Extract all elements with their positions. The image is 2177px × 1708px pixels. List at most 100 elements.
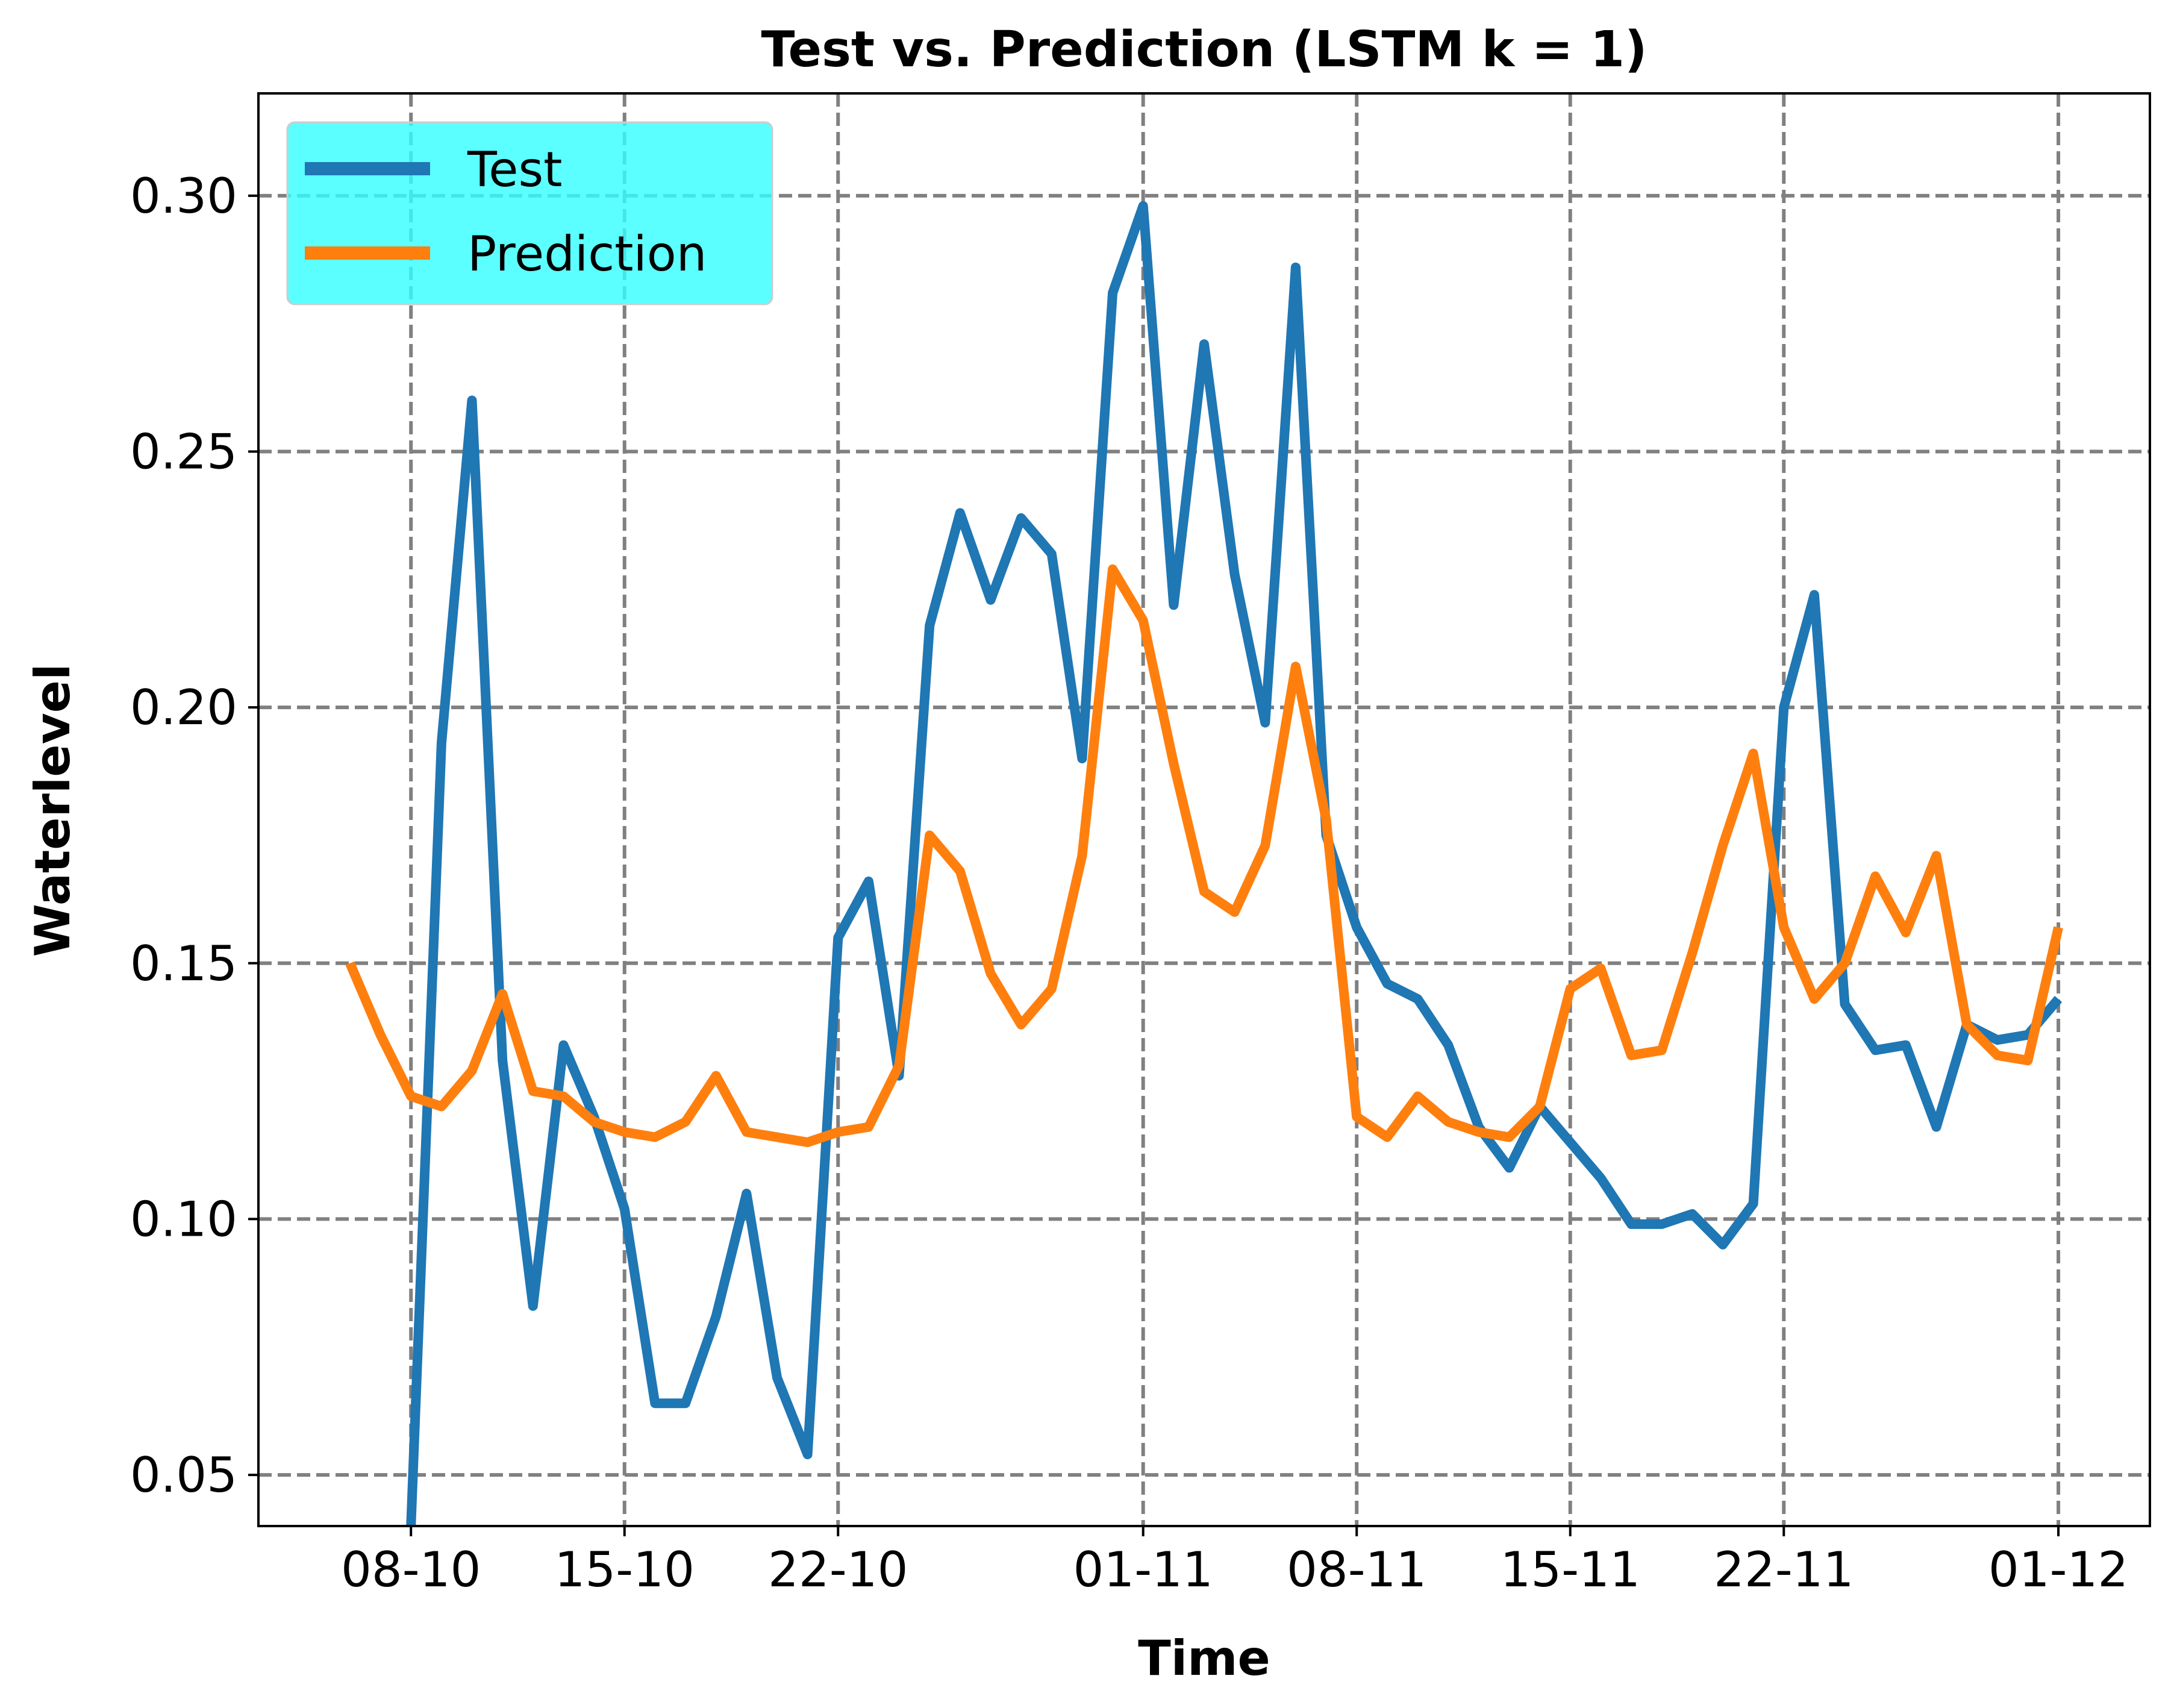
data-point-prediction [349, 963, 351, 964]
data-point-prediction [1051, 988, 1052, 989]
data-point-test [1783, 707, 1784, 708]
data-point-test [1417, 998, 1419, 999]
data-point-prediction [472, 1070, 473, 1071]
y-tick-label: 0.05 [130, 1447, 237, 1503]
data-point-prediction [1234, 912, 1235, 913]
data-point-prediction [2027, 1060, 2028, 1061]
data-point-prediction [533, 1090, 534, 1092]
data-point-test [441, 743, 442, 744]
data-point-test [1173, 604, 1174, 605]
data-point-prediction [1204, 891, 1205, 892]
data-point-prediction [1264, 845, 1266, 846]
data-point-prediction [1875, 875, 1876, 877]
data-point-prediction [1691, 953, 1693, 954]
data-point-prediction [624, 1131, 625, 1133]
data-point-prediction [1417, 1096, 1419, 1097]
data-point-test [1661, 1224, 1663, 1225]
data-point-prediction [1143, 620, 1144, 621]
data-point-test [654, 1403, 655, 1404]
data-point-test [502, 1060, 503, 1061]
data-point-prediction [380, 1034, 381, 1036]
y-axis-ticks: 0.05 0.10 0.15 0.20 0.25 0.30 [130, 168, 258, 1503]
data-point-prediction [685, 1121, 686, 1122]
data-point-prediction [837, 1131, 839, 1133]
x-tick-label: 22-11 [1714, 1542, 1854, 1598]
data-point-test [1508, 1168, 1510, 1169]
data-point-prediction [410, 1096, 411, 1097]
legend: Test Prediction [286, 121, 773, 305]
data-point-prediction [1539, 1106, 1540, 1107]
legend-label-test: Test [467, 142, 563, 198]
data-point-test [837, 937, 839, 938]
data-point-test [1387, 983, 1388, 984]
data-point-prediction [1997, 1055, 1998, 1056]
data-point-test [1722, 1244, 1723, 1245]
data-point-test [1570, 1142, 1571, 1143]
data-point-test [533, 1306, 534, 1307]
data-point-prediction [563, 1096, 564, 1097]
data-point-prediction [868, 1127, 869, 1128]
data-point-test [1143, 205, 1144, 207]
x-tick-label: 15-11 [1501, 1542, 1640, 1598]
data-point-prediction [1570, 988, 1571, 989]
data-point-prediction [2058, 927, 2059, 928]
data-point-prediction [1844, 963, 1846, 964]
plot-frame [257, 92, 2151, 1527]
x-tick-label: 22-10 [768, 1542, 908, 1598]
data-point-test [1234, 574, 1235, 575]
data-point-prediction [1508, 1137, 1510, 1138]
y-axis-title: Waterlevel [25, 664, 81, 957]
data-point-test [1691, 1213, 1693, 1215]
data-point-prediction [990, 973, 991, 974]
data-point-test [1844, 1004, 1846, 1005]
data-point-prediction [1814, 998, 1815, 999]
data-point-prediction [1783, 927, 1784, 928]
x-tick-label: 08-10 [341, 1542, 481, 1598]
y-tick-label: 0.30 [130, 168, 237, 224]
data-point-prediction [593, 1121, 595, 1122]
y-tick-label: 0.15 [130, 936, 237, 992]
data-point-prediction [654, 1137, 655, 1138]
data-point-test [1448, 1045, 1449, 1046]
data-point-test [1081, 758, 1082, 759]
data-point-prediction [1966, 1024, 1967, 1025]
series-line-test [406, 201, 2063, 1526]
data-point-prediction [1905, 932, 1907, 933]
data-point-test [929, 625, 930, 626]
y-tick-label: 0.10 [130, 1191, 237, 1247]
data-point-prediction [1387, 1137, 1388, 1138]
data-point-test [1814, 594, 1815, 595]
data-point-prediction [1478, 1131, 1479, 1133]
data-point-prediction [1448, 1121, 1449, 1122]
data-point-prediction [1753, 753, 1754, 754]
data-point-test [1631, 1224, 1632, 1225]
data-point-test [776, 1377, 778, 1378]
data-point-prediction [1173, 763, 1174, 765]
data-point-test [1051, 553, 1052, 554]
data-point-prediction [899, 1065, 900, 1066]
legend-label-prediction: Prediction [467, 226, 707, 282]
data-point-test [685, 1403, 686, 1404]
data-point-prediction [746, 1131, 747, 1133]
data-point-test [807, 1454, 808, 1455]
data-point-test [1204, 343, 1205, 345]
data-point-prediction [1722, 845, 1723, 846]
data-point-test [1875, 1050, 1876, 1051]
y-tick-label: 0.20 [130, 680, 237, 736]
data-point-test [624, 1208, 625, 1209]
data-point-prediction [929, 834, 930, 836]
data-point-prediction [1600, 968, 1601, 969]
grid-lines [258, 93, 2150, 1526]
data-point-test [1020, 518, 1022, 519]
data-point-test [716, 1316, 717, 1317]
data-point-test [1600, 1177, 1601, 1178]
data-point-prediction [1081, 855, 1082, 856]
data-point-prediction [1631, 1055, 1632, 1056]
data-point-prediction [807, 1142, 808, 1143]
data-point-prediction [960, 871, 961, 872]
data-point-prediction [502, 993, 503, 995]
data-point-test [1935, 1127, 1937, 1128]
series-line-prediction [345, 564, 2063, 1147]
